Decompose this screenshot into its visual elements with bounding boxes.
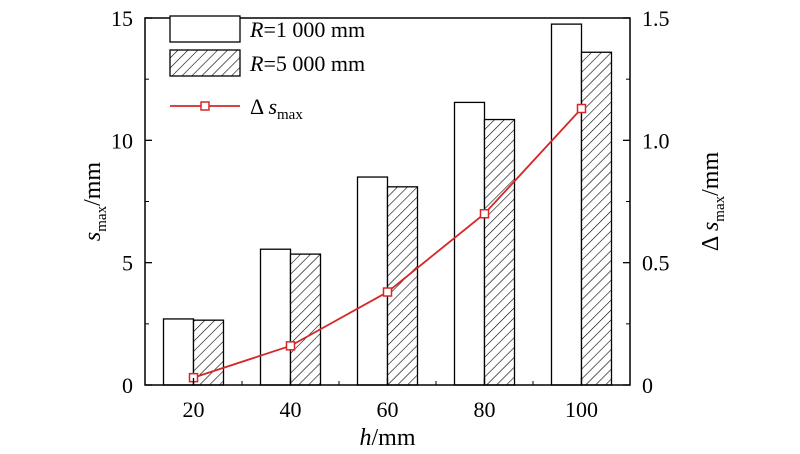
bar-1-40 bbox=[259, 248, 292, 386]
bars-group bbox=[162, 23, 613, 386]
bar-2-100 bbox=[580, 51, 613, 386]
left-tick-label-15: 15 bbox=[111, 6, 133, 31]
legend-label-2: R=5 000 mm bbox=[249, 51, 365, 76]
left-tick-label-10: 10 bbox=[111, 128, 133, 153]
right-tick-label-0.5: 0.5 bbox=[642, 251, 670, 276]
bar-1-60 bbox=[356, 176, 389, 386]
legend-swatch-1 bbox=[169, 15, 241, 43]
legend-line-marker bbox=[200, 101, 210, 111]
left-tick-label-5: 5 bbox=[122, 251, 133, 276]
right-tick-label-1.0: 1.0 bbox=[642, 128, 670, 153]
right-tick-label-0: 0 bbox=[642, 373, 653, 398]
left-y-axis-label: smax/mm bbox=[80, 162, 110, 242]
legend: R=1 000 mm R=5 000 mm Δ smax bbox=[169, 15, 365, 123]
bar-2-60 bbox=[386, 186, 419, 386]
delta-point-80 bbox=[479, 208, 490, 219]
legend-label-1: R=1 000 mm bbox=[249, 17, 365, 42]
delta-point-40 bbox=[285, 341, 296, 351]
x-axis-label: h/mm bbox=[359, 425, 415, 451]
delta-point-100 bbox=[576, 103, 587, 114]
bar-2-80 bbox=[483, 118, 516, 386]
bar-1-100 bbox=[550, 23, 583, 386]
legend-label-3: Δ smax bbox=[250, 94, 303, 123]
x-tick-label-80: 80 bbox=[474, 397, 496, 422]
right-tick-label-1.5: 1.5 bbox=[642, 6, 670, 31]
x-tick-label-20: 20 bbox=[183, 397, 205, 422]
right-y-axis-label: Δ smax/mm bbox=[698, 152, 728, 252]
bar-2-40 bbox=[289, 253, 322, 386]
bar-1-80 bbox=[453, 101, 486, 386]
delta-point-60 bbox=[382, 287, 393, 297]
bar-2-20 bbox=[192, 319, 225, 386]
x-tick-label-100: 100 bbox=[565, 397, 598, 422]
axes-group: 0 5 10 15 0 0.5 1.0 1.5 20 40 60 80 100 h/mm smax/mm Δ … bbox=[80, 6, 728, 451]
legend-swatch-2 bbox=[169, 49, 241, 77]
x-tick-label-60: 60 bbox=[377, 397, 399, 422]
x-tick-label-40: 40 bbox=[280, 397, 302, 422]
left-tick-label-0: 0 bbox=[122, 373, 133, 398]
bar-1-20 bbox=[162, 318, 195, 386]
